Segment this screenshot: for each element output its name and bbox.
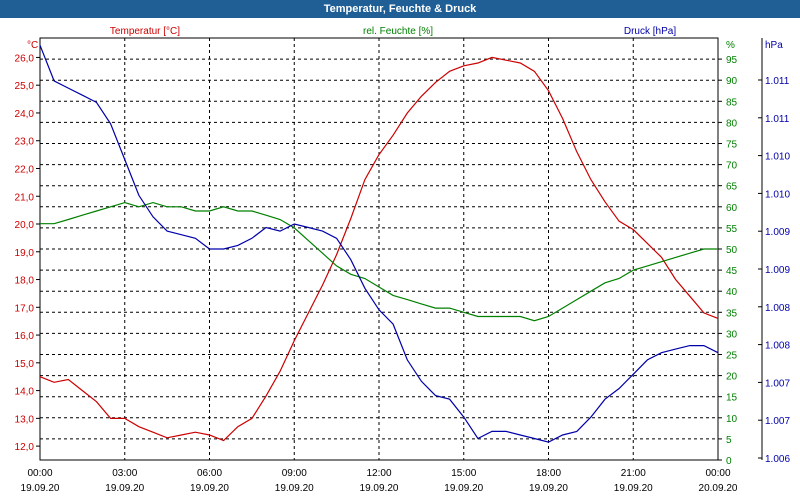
x-tick-date-label: 19.09.20 xyxy=(360,483,399,494)
x-tick-time-label: 00:00 xyxy=(705,468,730,479)
temperature-tick-label: 17,0 xyxy=(15,303,35,314)
pressure-unit-label: hPa xyxy=(765,40,783,51)
x-tick-time-label: 18:00 xyxy=(536,468,561,479)
temperature-unit-label: °C xyxy=(27,40,38,51)
x-tick-date-label: 19.09.20 xyxy=(190,483,229,494)
humidity-tick-label: 25 xyxy=(726,351,738,362)
temperature-tick-label: 23,0 xyxy=(15,137,35,148)
x-tick-time-label: 12:00 xyxy=(366,468,391,479)
temperature-tick-label: 24,0 xyxy=(15,109,35,120)
humidity-tick-label: 70 xyxy=(726,161,738,172)
x-tick-time-label: 03:00 xyxy=(112,468,137,479)
humidity-unit-label: % xyxy=(726,40,735,51)
pressure-tick-label: 1.007 xyxy=(765,378,790,389)
x-tick-time-label: 09:00 xyxy=(282,468,307,479)
temperature-tick-label: 13,0 xyxy=(15,414,35,425)
temperature-series-line xyxy=(39,56,719,442)
x-tick-date-label: 19.09.20 xyxy=(21,483,60,494)
legend-label: rel. Feuchte [%] xyxy=(363,26,433,37)
temperature-tick-label: 21,0 xyxy=(15,192,35,203)
pressure-tick-label: 1.009 xyxy=(765,227,790,238)
x-tick-time-label: 15:00 xyxy=(451,468,476,479)
humidity-tick-label: 80 xyxy=(726,118,738,129)
humidity-tick-label: 5 xyxy=(726,435,732,446)
pressure-tick-label: 1.008 xyxy=(765,303,790,314)
humidity-series-line xyxy=(40,201,718,322)
x-tick-date-label: 19.09.20 xyxy=(275,483,314,494)
temperature-tick-label: 22,0 xyxy=(15,164,35,175)
temperature-tick-label: 18,0 xyxy=(15,276,35,287)
pressure-tick-label: 1.010 xyxy=(765,189,790,200)
pressure-tick-label: 1.007 xyxy=(765,416,790,427)
humidity-tick-label: 35 xyxy=(726,308,738,319)
pressure-tick-label: 1.006 xyxy=(765,454,790,465)
x-tick-date-label: 20.09.20 xyxy=(699,483,738,494)
humidity-tick-label: 75 xyxy=(726,140,738,151)
humidity-tick-label: 40 xyxy=(726,287,738,298)
pressure-tick-label: 1.008 xyxy=(765,341,790,352)
humidity-tick-label: 65 xyxy=(726,182,738,193)
humidity-tick-label: 60 xyxy=(726,203,738,214)
humidity-tick-label: 50 xyxy=(726,245,738,256)
temperature-tick-label: 25,0 xyxy=(15,81,35,92)
pressure-tick-label: 1.011 xyxy=(765,76,790,87)
x-tick-time-label: 21:00 xyxy=(621,468,646,479)
x-tick-date-label: 19.09.20 xyxy=(614,483,653,494)
pressure-series-line xyxy=(39,44,719,443)
temperature-tick-label: 16,0 xyxy=(15,331,35,342)
humidity-tick-label: 55 xyxy=(726,224,738,235)
pressure-tick-label: 1.010 xyxy=(765,152,790,163)
temperature-tick-label: 19,0 xyxy=(15,248,35,259)
chart-title: Temperatur, Feuchte & Druck xyxy=(0,0,800,18)
x-tick-date-label: 19.09.20 xyxy=(105,483,144,494)
humidity-tick-label: 20 xyxy=(726,372,738,383)
humidity-tick-label: 90 xyxy=(726,76,738,87)
x-tick-date-label: 19.09.20 xyxy=(444,483,483,494)
temperature-tick-label: 15,0 xyxy=(15,359,35,370)
x-tick-time-label: 06:00 xyxy=(197,468,222,479)
humidity-tick-label: 85 xyxy=(726,97,738,108)
pressure-tick-label: 1.011 xyxy=(765,114,790,125)
humidity-tick-label: 30 xyxy=(726,329,738,340)
humidity-tick-label: 10 xyxy=(726,414,738,425)
humidity-tick-label: 45 xyxy=(726,266,738,277)
legend-label: Druck [hPa] xyxy=(624,26,676,37)
humidity-tick-label: 0 xyxy=(726,456,732,467)
temperature-tick-label: 12,0 xyxy=(15,442,35,453)
humidity-tick-label: 15 xyxy=(726,393,738,404)
pressure-tick-label: 1.009 xyxy=(765,265,790,276)
x-tick-date-label: 19.09.20 xyxy=(529,483,568,494)
temperature-tick-label: 26,0 xyxy=(15,53,35,64)
temperature-tick-label: 20,0 xyxy=(15,220,35,231)
x-tick-time-label: 00:00 xyxy=(27,468,52,479)
legend-label: Temperatur [°C] xyxy=(110,26,180,37)
humidity-tick-label: 95 xyxy=(726,55,738,66)
temperature-tick-label: 14,0 xyxy=(15,387,35,398)
